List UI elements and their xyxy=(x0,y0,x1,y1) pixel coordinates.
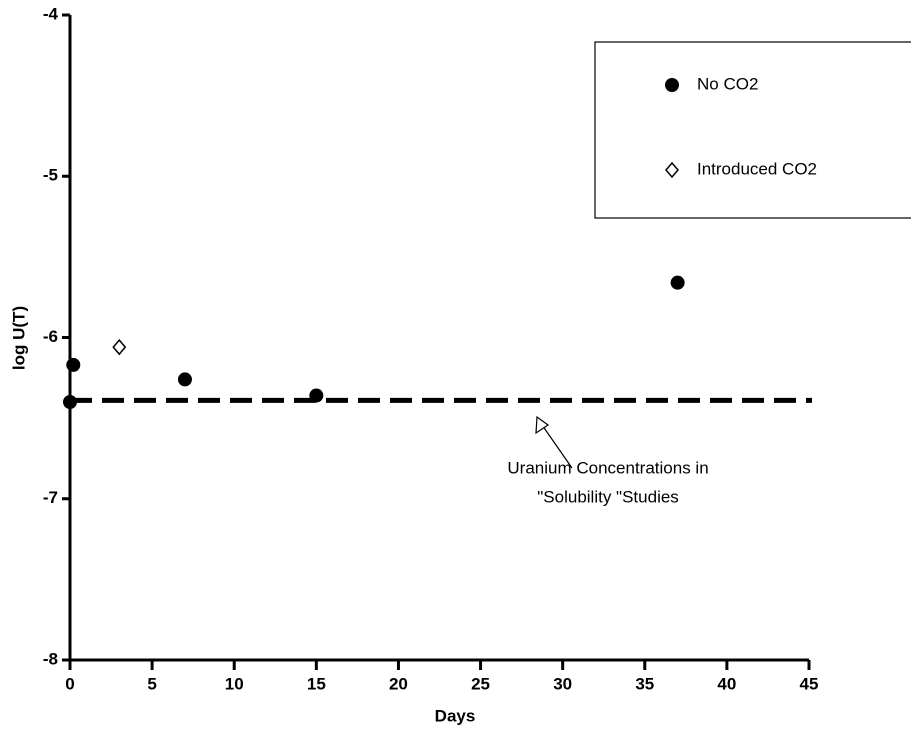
x-tick-label: 35 xyxy=(635,674,654,693)
data-point xyxy=(670,275,685,290)
annotation-text: "Solubility "Studies xyxy=(537,488,679,507)
y-tick-label: -6 xyxy=(43,327,58,346)
y-tick-label: -7 xyxy=(43,488,58,507)
legend-marker xyxy=(665,78,679,92)
legend-box xyxy=(594,41,911,219)
annotation-arrow-head xyxy=(535,415,550,435)
legend-label: No CO2 xyxy=(697,74,758,93)
data-point xyxy=(177,372,192,387)
x-tick-label: 0 xyxy=(65,674,74,693)
x-tick-label: 25 xyxy=(471,674,490,693)
data-point xyxy=(66,357,81,372)
data-point xyxy=(63,395,77,409)
x-tick-label: 30 xyxy=(553,674,572,693)
annotation-text: Uranium Concentrations in xyxy=(507,459,708,478)
y-tick-label: -4 xyxy=(43,4,59,23)
data-point xyxy=(309,388,324,403)
x-tick-label: 45 xyxy=(800,674,819,693)
y-axis-label: log U(T) xyxy=(9,306,28,370)
x-tick-label: 10 xyxy=(225,674,244,693)
x-tick-label: 40 xyxy=(717,674,736,693)
x-tick-label: 15 xyxy=(307,674,326,693)
annotation-arrow-line xyxy=(539,421,573,469)
legend-marker xyxy=(665,161,679,179)
x-axis-label: Days xyxy=(435,706,476,725)
x-tick-label: 5 xyxy=(147,674,156,693)
y-tick-label: -5 xyxy=(43,166,58,185)
data-point xyxy=(112,339,127,356)
x-tick-label: 20 xyxy=(389,674,408,693)
y-tick-label: -8 xyxy=(43,649,58,668)
legend-label: Introduced CO2 xyxy=(697,159,817,178)
